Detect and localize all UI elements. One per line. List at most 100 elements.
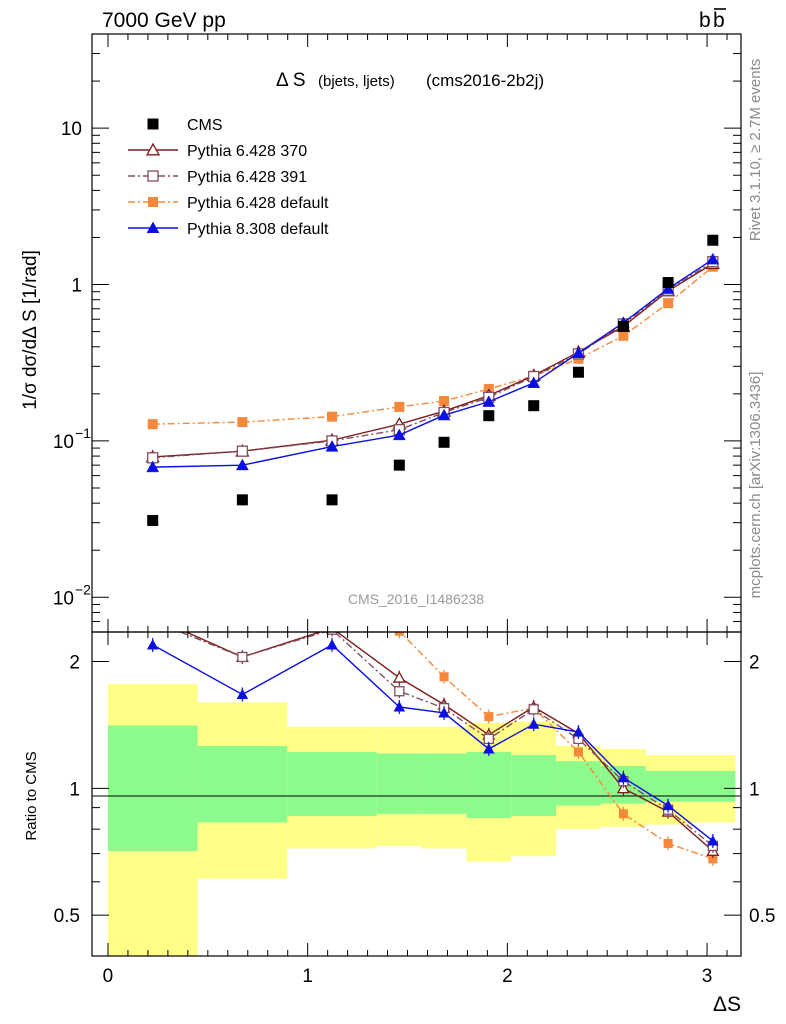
ratio-series	[146, 574, 720, 866]
ratio-bands	[107, 683, 736, 956]
data-point	[662, 277, 674, 289]
y-axis-label: 1/σ dσ/dΔ S [1/rad]	[20, 250, 41, 410]
data-point	[235, 458, 249, 471]
ratio-point	[528, 704, 539, 715]
title-main: Δ S	[276, 70, 306, 91]
ratio-line	[178, 632, 714, 847]
rivet-label: Rivet 3.1.10, ≥ 2.7M events	[747, 59, 764, 242]
series-line	[152, 263, 714, 458]
band-inner-bin	[511, 754, 557, 816]
data-point	[394, 401, 405, 412]
ratio-frame	[91, 631, 742, 957]
band-inner-bin	[287, 751, 377, 816]
legend: CMS Pythia 6.428 370 Pythia 6.428 391 Pythi…	[128, 117, 329, 238]
band-inner-bin	[466, 751, 512, 819]
legend-marker	[147, 118, 159, 130]
ratio-point	[394, 632, 404, 636]
ratio-point	[325, 632, 339, 634]
ratio-point	[572, 726, 585, 737]
band-inner-bin	[197, 746, 288, 823]
ratio-point	[394, 686, 405, 697]
y-tick-exponent: −2	[75, 581, 91, 597]
ratio-axis-label: Ratio to CMS	[23, 751, 40, 840]
main-series	[145, 234, 720, 526]
data-point	[237, 417, 248, 428]
series-line	[152, 258, 714, 468]
ratio-point	[236, 688, 249, 700]
data-point	[437, 408, 451, 421]
y-tick-label: 10	[61, 119, 82, 140]
x-tick-label: 3	[702, 966, 713, 987]
data-point	[483, 410, 495, 422]
ratio-point	[326, 638, 338, 650]
legend-marker	[148, 197, 158, 207]
data-point	[572, 346, 585, 359]
series-line	[152, 261, 714, 459]
ratio-point	[527, 718, 540, 729]
ratio-tick-label-left: 0.5	[54, 906, 80, 927]
process-b: b	[699, 9, 711, 32]
data-point	[527, 376, 541, 388]
title-detail: (bjets, ljets)	[318, 73, 395, 90]
ratio-tick-label-left: 1	[69, 779, 80, 800]
x-axis-label: ΔS	[713, 993, 741, 1016]
ratio-tick-label-left: 2	[69, 653, 80, 674]
ratio-point	[393, 701, 406, 712]
band-inner-bin	[645, 770, 691, 802]
data-point	[572, 366, 584, 378]
ratio-point	[663, 838, 673, 848]
data-point	[482, 395, 496, 407]
data-point	[146, 460, 160, 473]
y-tick-label: 10	[53, 588, 74, 609]
data-point	[706, 252, 720, 265]
ratio-point	[238, 574, 247, 583]
y-tick-label: 1	[71, 276, 82, 297]
ratio-point	[439, 672, 449, 682]
data-point	[439, 396, 450, 407]
data-point	[663, 298, 674, 309]
legend-label: Pythia 6.428 default	[187, 195, 329, 212]
x-tick-label: 1	[302, 966, 313, 987]
legend-label: Pythia 6.428 391	[187, 169, 307, 186]
ratio-point	[147, 612, 158, 622]
plot-title: Δ S (bjets, ljets) (cms2016-2b2j)	[276, 70, 544, 91]
ratio-point	[482, 743, 495, 754]
ratio-point	[573, 747, 583, 757]
ratio-point	[438, 707, 450, 718]
data-point	[528, 400, 540, 412]
legend-marker	[145, 142, 161, 156]
band-inner-bin	[556, 761, 601, 806]
legend-label: Pythia 8.308 default	[187, 221, 329, 238]
ratio-point	[146, 638, 159, 650]
legend-marker	[146, 221, 160, 234]
band-inner-bin	[421, 753, 467, 814]
ratio-point	[662, 799, 674, 811]
ratio-point	[484, 712, 494, 722]
title-tag: (cms2016-2b2j)	[426, 71, 544, 90]
data-point	[325, 440, 339, 452]
ratio-tick-label-right: 0.5	[749, 906, 775, 927]
ratio-point	[707, 835, 719, 846]
ratio-point	[237, 651, 248, 663]
ratio-point	[617, 771, 630, 783]
ratio-tick-label-right: 2	[749, 653, 760, 674]
data-point	[707, 234, 719, 246]
source-label: mcplots.cern.ch [arXiv:1306.3436]	[747, 372, 764, 599]
energy-label: 7000 GeV pp	[102, 9, 226, 32]
data-point	[392, 428, 406, 441]
data-point	[326, 494, 338, 506]
ratio-point	[708, 854, 718, 864]
x-tick-label: 0	[103, 966, 114, 987]
x-tick-label: 2	[502, 966, 513, 987]
series-line	[152, 266, 714, 425]
legend-label: Pythia 6.428 370	[187, 143, 307, 160]
band-inner-bin	[107, 725, 198, 852]
data-point	[438, 436, 450, 448]
ratio-point	[618, 809, 628, 819]
ratio-point	[326, 632, 338, 635]
data-point	[236, 445, 249, 457]
ratio-point	[148, 616, 157, 625]
